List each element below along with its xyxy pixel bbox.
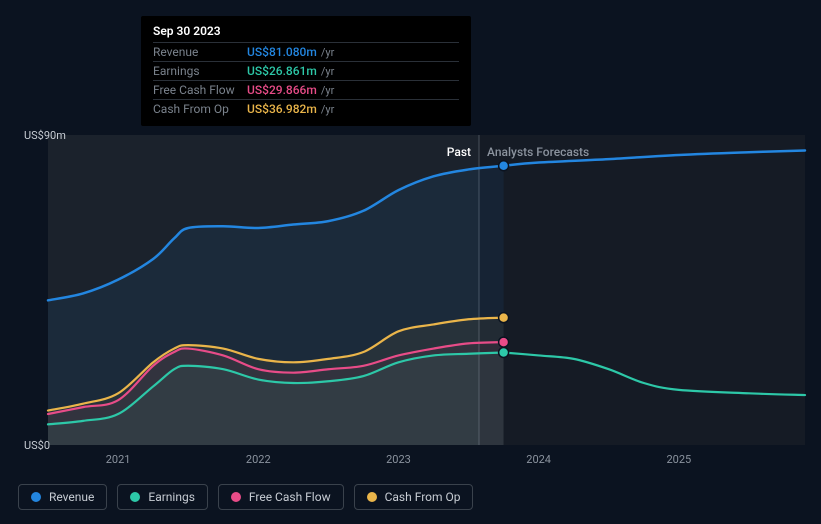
tooltip-row-label: Revenue	[153, 45, 247, 59]
x-tick-label: 2023	[386, 453, 411, 466]
series-marker-earnings	[499, 347, 509, 357]
tooltip-row-1: EarningsUS$26.861m/yr	[153, 61, 459, 80]
legend-item-earnings[interactable]: Earnings	[117, 484, 208, 510]
x-tick-label: 2024	[526, 453, 551, 466]
tooltip-row-2: Free Cash FlowUS$29.866m/yr	[153, 80, 459, 99]
x-tick-label: 2022	[246, 453, 271, 466]
past-label: Past	[447, 145, 471, 159]
x-tick-label: 2025	[666, 453, 691, 466]
legend-dot-icon	[367, 492, 377, 502]
tooltip-row-unit: /yr	[321, 46, 334, 59]
legend-dot-icon	[31, 492, 41, 502]
chart-tooltip: Sep 30 2023 RevenueUS$81.080m/yrEarnings…	[141, 16, 471, 126]
tooltip-row-0: RevenueUS$81.080m/yr	[153, 42, 459, 61]
tooltip-row-value: US$36.982m	[247, 102, 317, 116]
legend-dot-icon	[231, 492, 241, 502]
tooltip-row-value: US$81.080m	[247, 45, 317, 59]
legend-label: Revenue	[49, 490, 94, 504]
tooltip-row-label: Free Cash Flow	[153, 83, 247, 97]
chart-legend: Revenue Earnings Free Cash Flow Cash From O…	[0, 474, 821, 524]
y-tick-label: US$0	[24, 439, 50, 452]
series-marker-revenue	[499, 161, 509, 171]
y-tick-label: US$90m	[24, 129, 66, 142]
tooltip-row-value: US$26.861m	[247, 64, 317, 78]
tooltip-title: Sep 30 2023	[153, 24, 459, 38]
tooltip-row-unit: /yr	[321, 84, 334, 97]
series-marker-cash_from_op	[499, 313, 509, 323]
legend-label: Free Cash Flow	[249, 490, 331, 504]
legend-item-free_cash_flow[interactable]: Free Cash Flow	[218, 484, 344, 510]
legend-label: Cash From Op	[385, 490, 461, 504]
legend-item-revenue[interactable]: Revenue	[18, 484, 107, 510]
tooltip-row-label: Cash From Op	[153, 102, 247, 116]
legend-label: Earnings	[148, 490, 195, 504]
legend-item-cash_from_op[interactable]: Cash From Op	[354, 484, 474, 510]
tooltip-row-unit: /yr	[321, 103, 334, 116]
forecast-label: Analysts Forecasts	[487, 145, 589, 159]
forecast-region	[479, 135, 805, 445]
x-tick-label: 2021	[106, 453, 131, 466]
tooltip-row-value: US$29.866m	[247, 83, 317, 97]
tooltip-row-label: Earnings	[153, 64, 247, 78]
legend-dot-icon	[130, 492, 140, 502]
tooltip-row-3: Cash From OpUS$36.982m/yr	[153, 99, 459, 118]
chart-wrapper: Sep 30 2023 RevenueUS$81.080m/yrEarnings…	[0, 0, 821, 524]
tooltip-row-unit: /yr	[321, 65, 334, 78]
series-marker-free_cash_flow	[499, 337, 509, 347]
